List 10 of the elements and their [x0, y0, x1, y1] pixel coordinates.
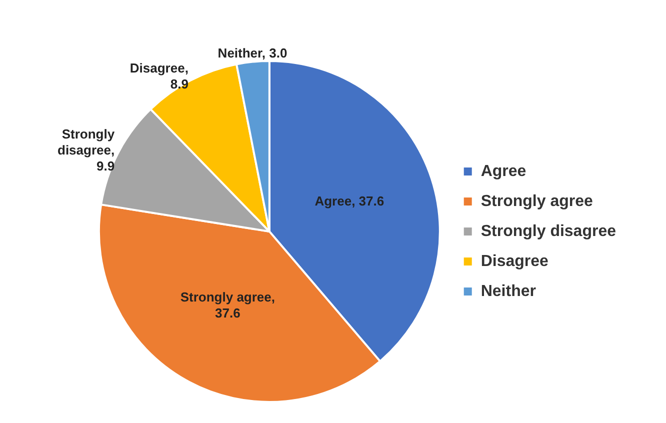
data-label: Strongly disagree, 9.9 [58, 126, 116, 174]
legend-label: Strongly disagree [480, 222, 616, 240]
legend-label: Disagree [480, 252, 549, 270]
legend-label: Agree [480, 162, 526, 180]
data-label: Strongly agree, 37.6 [180, 289, 275, 320]
legend-label: Strongly agree [480, 192, 593, 210]
data-label: Disagree, 8.9 [130, 60, 188, 92]
data-label: Agree, 37.6 [314, 194, 384, 209]
data-label: Neither, 3.0 [218, 45, 288, 60]
legend-label: Neither [480, 282, 536, 300]
